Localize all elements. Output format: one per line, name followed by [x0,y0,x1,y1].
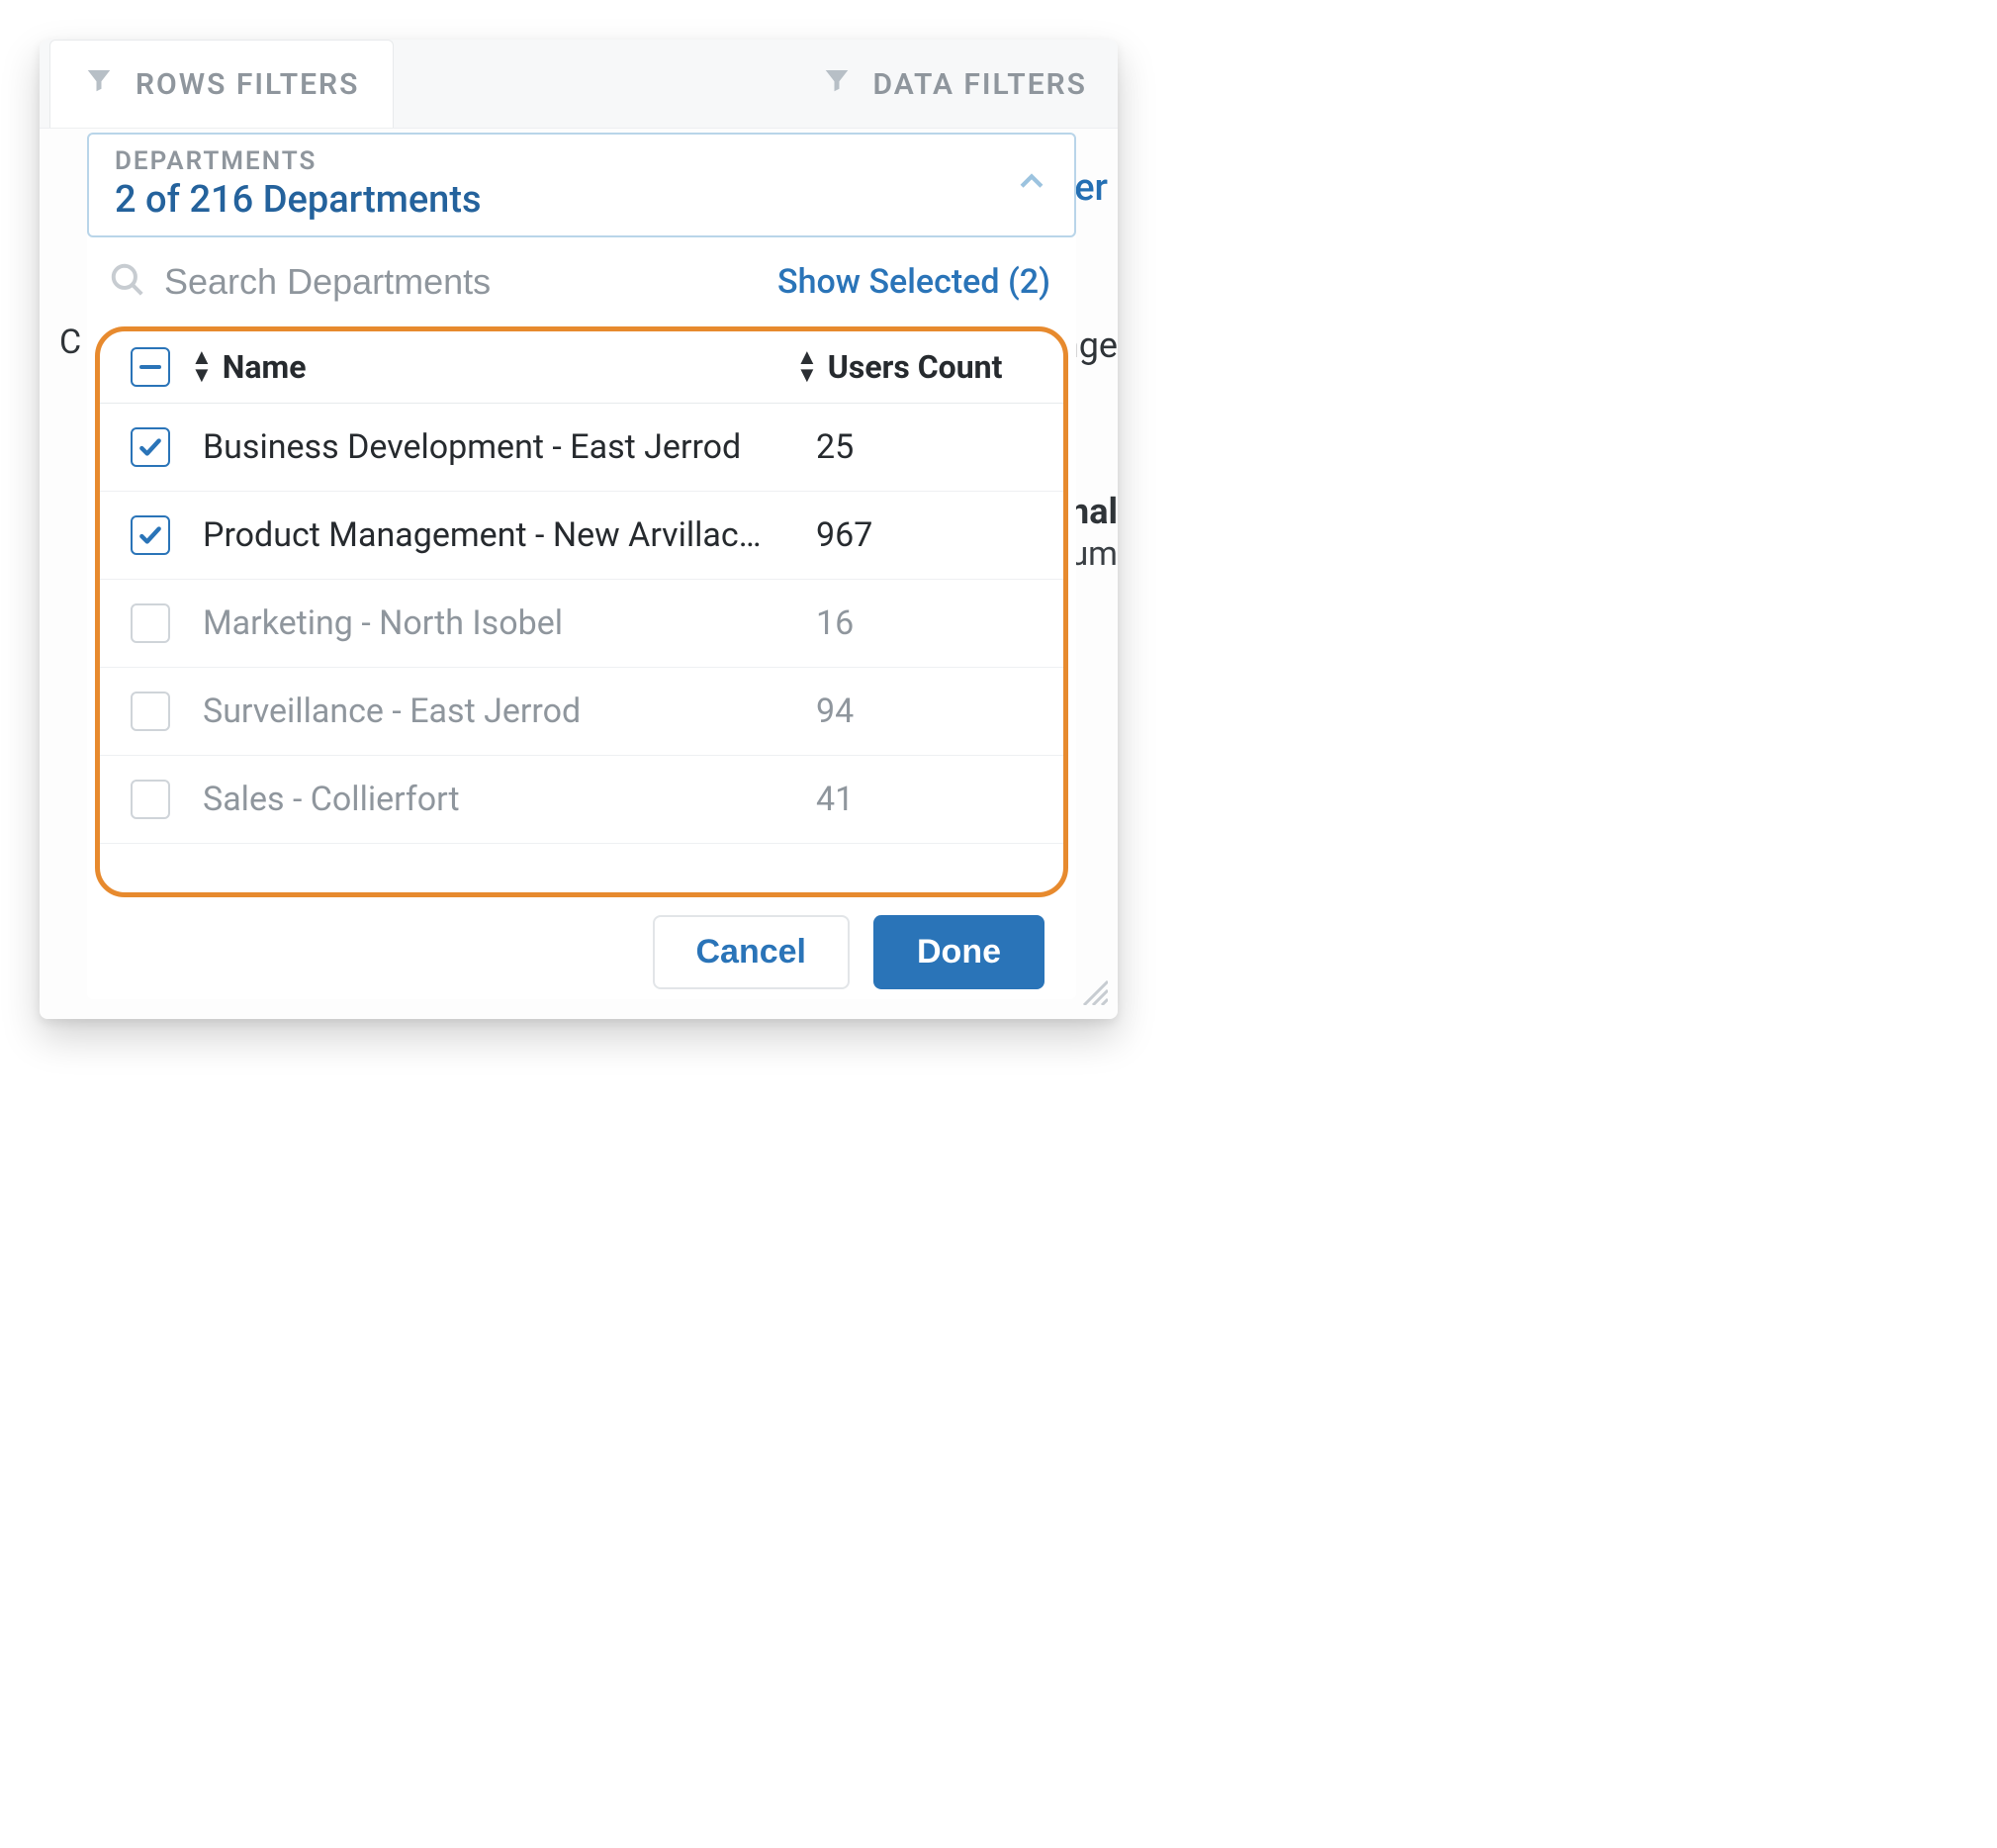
tab-label: ROWS FILTERS [136,67,359,102]
row-name: Surveillance - East Jerrod [185,692,816,731]
filter-panel-screenshot: ROWS FILTERS DATA FILTERS C lter nange e… [40,40,1118,1019]
row-users-count: 94 [816,692,1044,731]
row-name: Product Management - New Arvillac… [185,515,816,555]
search-input[interactable] [164,261,760,303]
sort-icon: ▲▼ [796,349,818,384]
dropdown-category-label: DEPARTMENTS [115,146,1015,176]
table-row[interactable]: Marketing - North Isobel16 [100,580,1063,668]
row-checkbox[interactable] [131,780,170,819]
dropdown-footer: Cancel Done [87,897,1076,999]
funnel-icon [822,65,852,103]
table-row[interactable]: Surveillance - East Jerrod94 [100,668,1063,756]
departments-table-highlight: ▲▼ Name ▲▼ Users Count Business Developm… [95,326,1068,897]
chevron-up-icon [1015,165,1048,203]
table-row[interactable]: Product Management - New Arvillac…967 [100,492,1063,580]
show-selected-link[interactable]: Show Selected (2) [777,262,1050,302]
cancel-button[interactable]: Cancel [653,915,851,989]
row-name: Sales - Collierfort [185,780,816,819]
row-users-count: 967 [816,515,1044,555]
dropdown-selection-summary: 2 of 216 Departments [115,178,1015,222]
row-users-count: 41 [816,780,1044,819]
tab-rows-filters[interactable]: ROWS FILTERS [49,40,394,128]
search-icon [109,261,146,303]
row-checkbox[interactable] [131,692,170,731]
column-label: Name [223,348,307,386]
table-header: ▲▼ Name ▲▼ Users Count [100,331,1063,404]
table-row[interactable]: Sales - Collierfort41 [100,756,1063,844]
departments-dropdown: DEPARTMENTS 2 of 216 Departments Show Se… [87,133,1076,999]
funnel-icon [84,65,114,103]
select-all-checkbox[interactable] [131,347,170,387]
row-checkbox[interactable] [131,427,170,467]
row-name: Marketing - North Isobel [185,603,816,643]
bg-text-fragment: C [59,323,81,362]
resize-grip-icon[interactable] [1078,975,1108,1009]
search-row: Show Selected (2) [87,237,1076,326]
done-button[interactable]: Done [873,915,1044,989]
row-checkbox[interactable] [131,515,170,555]
column-header-users-count[interactable]: ▲▼ Users Count [796,348,1044,386]
table-row[interactable]: Business Development - East Jerrod25 [100,404,1063,492]
column-header-name[interactable]: ▲▼ Name [185,348,796,386]
row-users-count: 16 [816,603,1044,643]
row-users-count: 25 [816,427,1044,467]
row-checkbox[interactable] [131,603,170,643]
dropdown-header[interactable]: DEPARTMENTS 2 of 216 Departments [87,133,1076,237]
row-name: Business Development - East Jerrod [185,427,816,467]
column-label: Users Count [828,348,1003,386]
sort-icon: ▲▼ [191,349,213,384]
tab-data-filters[interactable]: DATA FILTERS [787,40,1108,128]
filter-tabs: ROWS FILTERS DATA FILTERS [40,40,1118,129]
tab-label: DATA FILTERS [873,67,1087,102]
